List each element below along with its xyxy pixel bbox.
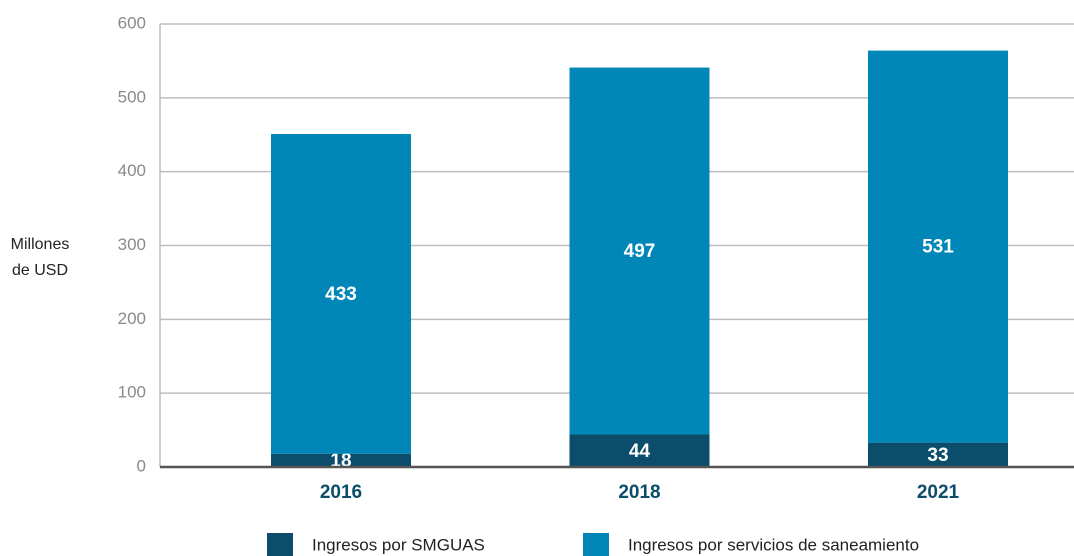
bar-segment	[569, 434, 710, 467]
y-tick-label: 300	[118, 235, 146, 254]
y-tick-label: 100	[118, 383, 146, 402]
y-tick-label: 500	[118, 87, 146, 106]
bar-segment	[868, 50, 1008, 443]
y-tick-label: 0	[137, 456, 146, 475]
data-label: 433	[325, 284, 357, 305]
legend-swatch	[583, 533, 609, 556]
bar-segment	[271, 134, 411, 454]
x-tick-label: 2016	[320, 482, 362, 503]
x-tick-label: 2021	[917, 482, 960, 503]
data-label: 531	[922, 237, 954, 258]
x-tick-label: 2018	[618, 482, 660, 503]
legend-label: Ingresos por servicios de saneamiento	[628, 535, 919, 554]
data-label: 497	[624, 241, 656, 262]
legend-swatch	[267, 533, 293, 556]
bar-segment	[271, 453, 411, 467]
bar-segment	[868, 442, 1008, 467]
y-axis-label: Millones de USD	[10, 236, 70, 279]
bar-segment	[569, 67, 710, 435]
data-label: 44	[629, 441, 651, 462]
data-label: 33	[927, 445, 948, 466]
y-tick-label: 400	[118, 161, 146, 180]
y-tick-label: 200	[118, 309, 146, 328]
y-tick-label: 600	[118, 13, 146, 32]
legend-label: Ingresos por SMGUAS	[312, 535, 485, 554]
